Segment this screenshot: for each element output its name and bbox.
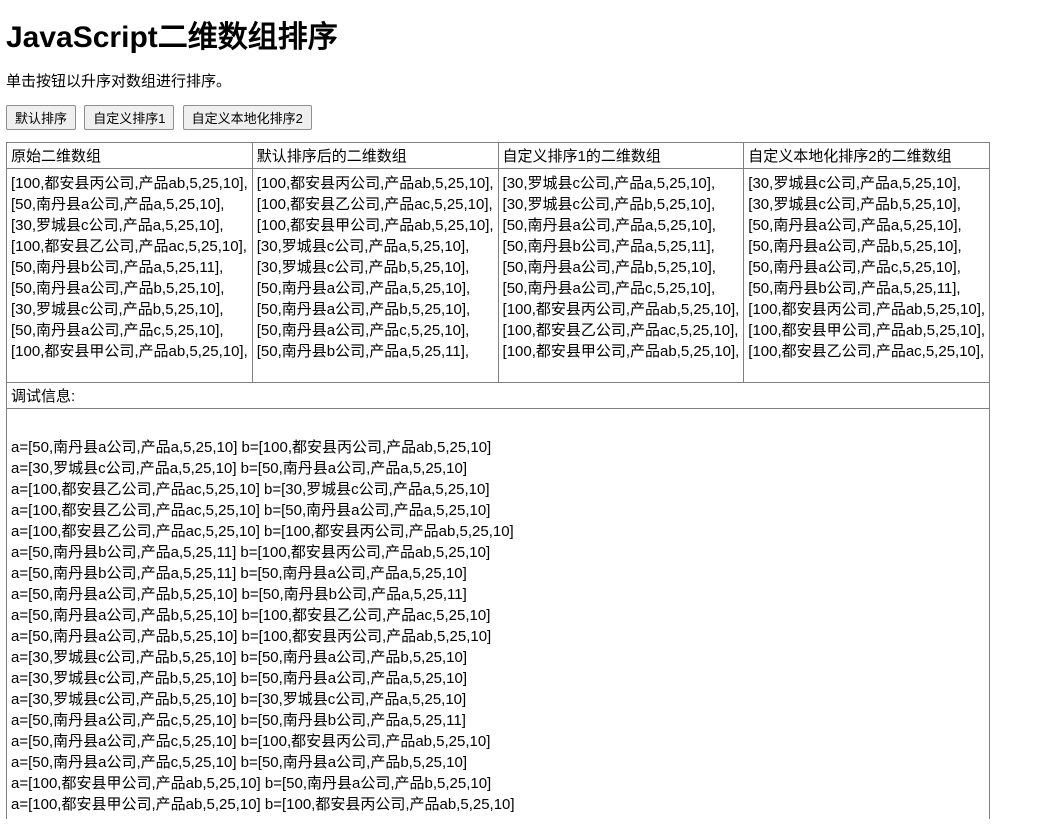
debug-output: a=[50,南丹县a公司,产品a,5,25,10] b=[100,都安县丙公司,…	[7, 409, 990, 820]
debug-header-row: 调试信息:	[7, 383, 990, 409]
col-data-custom-sort1: [30,罗城县c公司,产品a,5,25,10],[30,罗城县c公司,产品b,5…	[498, 169, 744, 383]
col-header-original: 原始二维数组	[7, 143, 253, 169]
table-data-row: [100,都安县丙公司,产品ab,5,25,10],[50,南丹县a公司,产品a…	[7, 169, 990, 383]
custom-locale-sort2-button[interactable]: 自定义本地化排序2	[183, 105, 312, 130]
page-title: JavaScript二维数组排序	[6, 12, 1043, 56]
table-header-row: 原始二维数组 默认排序后的二维数组 自定义排序1的二维数组 自定义本地化排序2的…	[7, 143, 990, 169]
page-description: 单击按钮以升序对数组进行排序。	[6, 70, 1043, 91]
debug-label: 调试信息:	[7, 383, 990, 409]
debug-body-row: a=[50,南丹县a公司,产品a,5,25,10] b=[100,都安县丙公司,…	[7, 409, 990, 820]
col-header-custom-locale-sort2: 自定义本地化排序2的二维数组	[744, 143, 990, 169]
default-sort-button[interactable]: 默认排序	[6, 105, 76, 130]
col-header-default-sort: 默认排序后的二维数组	[252, 143, 498, 169]
custom-sort1-button[interactable]: 自定义排序1	[84, 105, 174, 130]
col-data-original: [100,都安县丙公司,产品ab,5,25,10],[50,南丹县a公司,产品a…	[7, 169, 253, 383]
col-data-default-sort: [100,都安县丙公司,产品ab,5,25,10],[100,都安县乙公司,产品…	[252, 169, 498, 383]
col-data-custom-locale-sort2: [30,罗城县c公司,产品a,5,25,10],[30,罗城县c公司,产品b,5…	[744, 169, 990, 383]
button-row: 默认排序 自定义排序1 自定义本地化排序2	[6, 105, 1043, 130]
col-header-custom-sort1: 自定义排序1的二维数组	[498, 143, 744, 169]
result-table: 原始二维数组 默认排序后的二维数组 自定义排序1的二维数组 自定义本地化排序2的…	[6, 142, 990, 819]
